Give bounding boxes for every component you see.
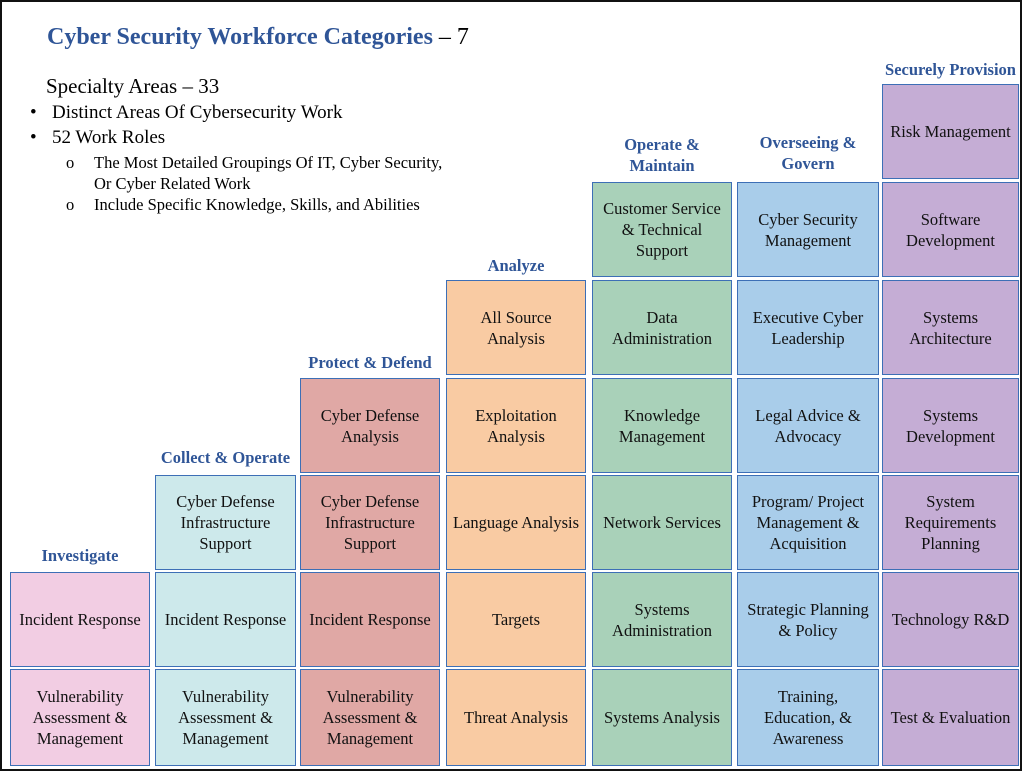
cell-operate-network-services: Network Services bbox=[592, 475, 732, 570]
cell-protect-cyber-defense-analysis: Cyber Defense Analysis bbox=[300, 378, 440, 473]
cell-oversee-training-education: Training, Education, & Awareness bbox=[737, 669, 879, 766]
header-analyze: Analyze bbox=[487, 256, 545, 275]
cell-collect-vulnerability-assessment: Vulnerability Assessment & Management bbox=[155, 669, 296, 766]
header-investigate: Investigate bbox=[41, 546, 119, 565]
cell-analyze-all-source: All Source Analysis bbox=[446, 280, 586, 375]
cell-provision-systems-development: Systems Development bbox=[882, 378, 1019, 473]
sub-bullet-text: The Most Detailed Groupings Of IT, Cyber… bbox=[94, 153, 443, 193]
cell-provision-system-requirements-planning: System Requirements Planning bbox=[882, 475, 1019, 570]
cell-oversee-strategic-planning: Strategic Planning & Policy bbox=[737, 572, 879, 667]
bullet-text: 52 Work Roles bbox=[52, 127, 166, 148]
cell-protect-incident-response: Incident Response bbox=[300, 572, 440, 667]
title-count: – 7 bbox=[432, 24, 469, 50]
diagram-title: Cyber Security Workforce Categories – 7 bbox=[47, 24, 469, 51]
sub-bullet-item: Include Specific Knowledge, Skills, and … bbox=[66, 194, 456, 215]
cell-investigate-vulnerability-assessment: Vulnerability Assessment & Management bbox=[10, 669, 150, 766]
cell-oversee-legal-advice: Legal Advice & Advocacy bbox=[737, 378, 879, 473]
cell-oversee-cyber-security-management: Cyber Security Management bbox=[737, 182, 879, 277]
cell-analyze-threat: Threat Analysis bbox=[446, 669, 586, 766]
cell-provision-technology-rd: Technology R&D bbox=[882, 572, 1019, 667]
cell-provision-systems-architecture: Systems Architecture bbox=[882, 280, 1019, 375]
bullet-list: Distinct Areas Of Cybersecurity Work 52 … bbox=[30, 100, 456, 215]
cell-protect-cyber-defense-infrastructure: Cyber Defense Infrastructure Support bbox=[300, 475, 440, 570]
title-main: Cyber Security Workforce Categories bbox=[47, 24, 433, 50]
cell-operate-systems-analysis: Systems Analysis bbox=[592, 669, 732, 766]
cell-analyze-targets: Targets bbox=[446, 572, 586, 667]
bullet-item: Distinct Areas Of Cybersecurity Work bbox=[30, 100, 456, 125]
cell-operate-customer-service: Customer Service & Technical Support bbox=[592, 182, 732, 277]
cell-collect-cyber-defense-infrastructure: Cyber Defense Infrastructure Support bbox=[155, 475, 296, 570]
header-operate-maintain: Operate & Maintain bbox=[624, 135, 700, 175]
sub-bullet-list: The Most Detailed Groupings Of IT, Cyber… bbox=[52, 152, 456, 215]
cell-provision-risk-management: Risk Management bbox=[882, 84, 1019, 179]
bullet-text: Distinct Areas Of Cybersecurity Work bbox=[52, 102, 343, 123]
header-collect-operate: Collect & Operate bbox=[160, 448, 291, 467]
specialty-areas-heading: Specialty Areas – 33 bbox=[46, 74, 220, 98]
cell-oversee-program-project-management: Program/ Project Management & Acquisitio… bbox=[737, 475, 879, 570]
cell-provision-software-development: Software Development bbox=[882, 182, 1019, 277]
cell-analyze-language: Language Analysis bbox=[446, 475, 586, 570]
cell-collect-incident-response: Incident Response bbox=[155, 572, 296, 667]
bullet-item: 52 Work Roles The Most Detailed Grouping… bbox=[30, 125, 456, 215]
cell-oversee-executive-cyber-leadership: Executive Cyber Leadership bbox=[737, 280, 879, 375]
header-protect-defend: Protect & Defend bbox=[308, 353, 432, 372]
cell-operate-knowledge-management: Knowledge Management bbox=[592, 378, 732, 473]
cell-operate-data-administration: Data Administration bbox=[592, 280, 732, 375]
cell-protect-vulnerability-assessment: Vulnerability Assessment & Management bbox=[300, 669, 440, 766]
cell-operate-systems-administration: Systems Administration bbox=[592, 572, 732, 667]
header-oversee-govern: Overseeing & Govern bbox=[759, 133, 857, 173]
header-securely-provision: Securely Provision bbox=[885, 60, 1016, 79]
sub-bullet-text: Include Specific Knowledge, Skills, and … bbox=[94, 195, 420, 214]
cell-analyze-exploitation: Exploitation Analysis bbox=[446, 378, 586, 473]
cell-investigate-incident-response: Incident Response bbox=[10, 572, 150, 667]
cell-provision-test-evaluation: Test & Evaluation bbox=[882, 669, 1019, 766]
sub-bullet-item: The Most Detailed Groupings Of IT, Cyber… bbox=[66, 152, 456, 194]
